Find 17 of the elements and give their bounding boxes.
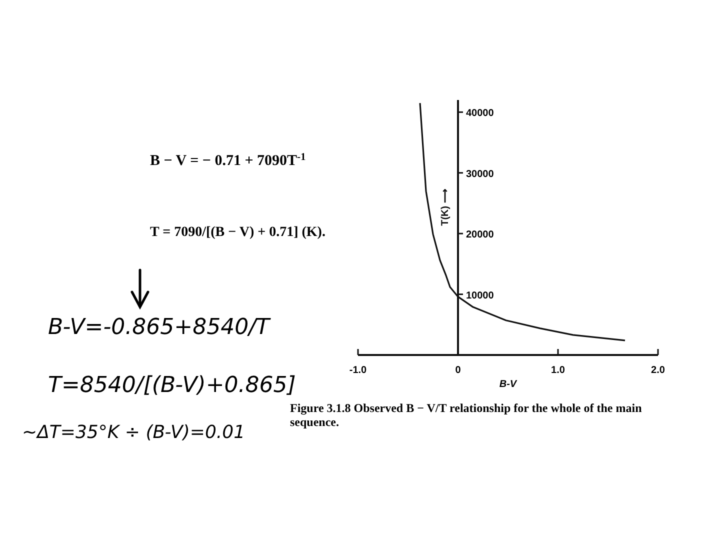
y-tick-label: 20000 (466, 230, 494, 241)
x-tick-label: 1.0 (551, 365, 566, 376)
y-tick-label: 30000 (466, 168, 494, 180)
y-tick-label: 10000 (466, 290, 494, 302)
text: T = 7090/[(B − V) + 0.71] (K). (150, 225, 326, 240)
x-tick-label: -1.0 (349, 365, 368, 376)
text: ~ΔT=35°K ÷ (B-V)=0.01 (22, 422, 246, 443)
x-tick-label: 2.0 (651, 365, 666, 376)
text: B-V=-0.865+8540/T (48, 315, 271, 340)
text: B − V = − 0.71 + 7090T$^{-1}$ (150, 152, 306, 169)
y-axis-title: T(K) ⟶ (440, 188, 451, 226)
x-tick-label: 0 (455, 365, 462, 376)
text: T=8540/[(B-V)+0.865] (48, 373, 296, 398)
x-axis-title: B-V (499, 379, 518, 390)
text: sequence. (290, 415, 339, 429)
y-tick-label: 40000 (466, 108, 494, 120)
caption: Figure 3.1.8 Observed B − V/T relationship for the whole of the main (290, 401, 642, 415)
